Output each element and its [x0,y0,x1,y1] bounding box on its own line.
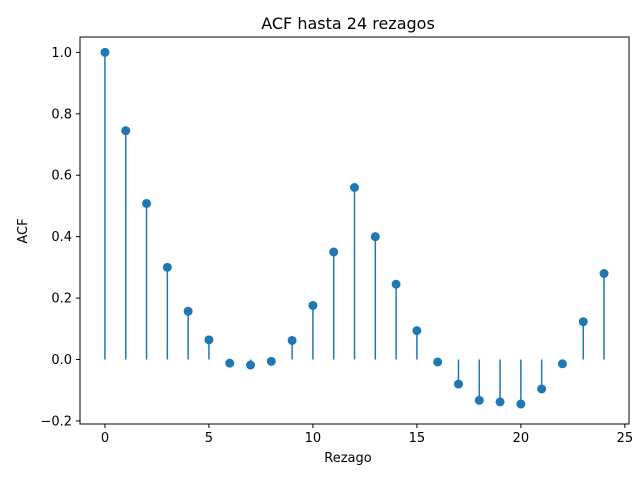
x-tick-label-5: 5 [205,431,213,446]
stem-marker-lag-17 [453,379,463,389]
stem-marker-lag-5 [204,335,214,345]
stem-marker-lag-11 [329,247,339,257]
stem-marker-lag-14 [391,279,401,289]
stem-marker-lag-0 [100,47,110,57]
stem-marker-lag-15 [412,326,422,336]
y-tick-label-0.6: 0.6 [51,169,72,184]
stem-marker-lag-10 [308,300,318,310]
y-tick-label-0.2: 0.2 [51,292,72,307]
stem-marker-lag-9 [287,335,297,345]
stem-marker-lag-3 [162,262,172,272]
stem-marker-lag-18 [474,395,484,405]
stem-marker-lag-7 [246,360,256,370]
stem-marker-lag-6 [225,358,235,368]
stem-marker-lag-20 [516,399,526,409]
stem-marker-lag-16 [433,357,443,367]
x-tick-label-10: 10 [305,431,322,446]
x-axis-label: Rezago [324,451,371,466]
x-tick-label-25: 25 [617,431,634,446]
stem-marker-lag-4 [183,306,193,316]
y-tick-label-0.4: 0.4 [51,230,72,245]
stem-marker-lag-21 [537,384,547,394]
x-tick-label-0: 0 [101,431,109,446]
stem-marker-lag-1 [121,126,131,136]
x-tick-label-15: 15 [409,431,426,446]
stem-marker-lag-19 [495,397,505,407]
y-tick-label-0: 0.0 [51,353,72,368]
stem-marker-lag-2 [142,198,152,208]
stem-marker-lag-23 [578,317,588,327]
x-tick-label-20: 20 [513,431,530,446]
stem-marker-lag-22 [557,359,567,369]
stem-marker-lag-24 [599,269,609,278]
y-tick-label-1: 1.0 [51,46,72,61]
y-tick-label-0.8: 0.8 [51,107,72,122]
axes-frame [79,36,630,425]
y-axis-label: ACF [16,218,31,243]
stem-marker-lag-12 [350,183,359,192]
stem-marker-lag-8 [266,356,276,366]
plot-area [100,47,609,409]
chart-title: ACF hasta 24 rezagos [261,14,435,33]
stem-marker-lag-13 [370,232,380,242]
y-tick-label--0.2: −0.2 [40,414,72,429]
